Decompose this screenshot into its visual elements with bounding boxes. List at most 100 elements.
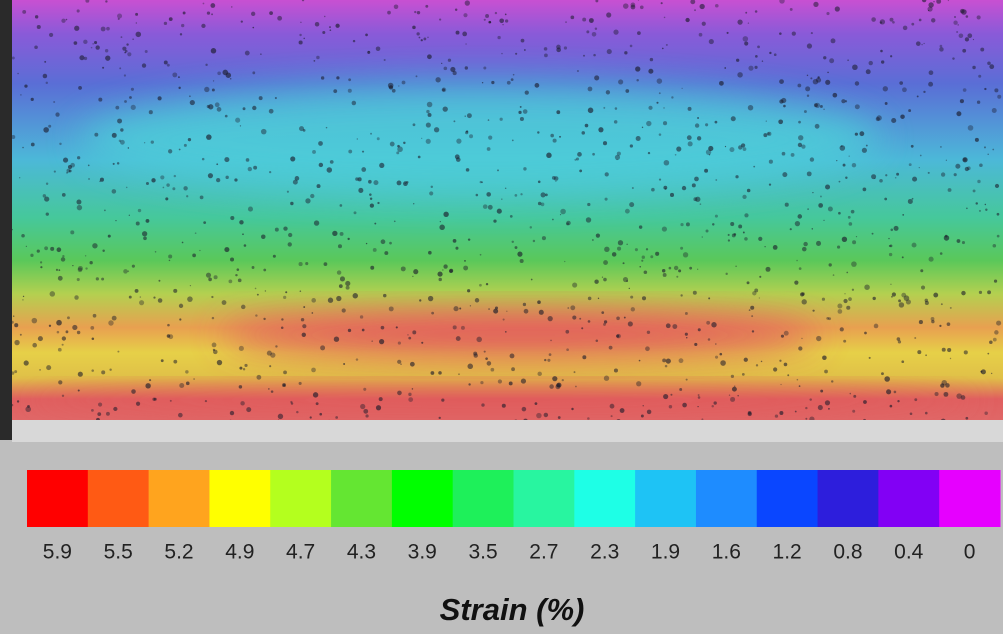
colorbar-label: 3.9 bbox=[408, 541, 437, 564]
speckle bbox=[819, 195, 822, 198]
speckle bbox=[875, 116, 880, 122]
speckle bbox=[741, 373, 745, 376]
speckle bbox=[116, 162, 120, 165]
speckle bbox=[53, 100, 56, 104]
speckle bbox=[556, 110, 561, 115]
speckle bbox=[575, 157, 579, 161]
speckle bbox=[847, 215, 851, 219]
speckle bbox=[504, 330, 507, 333]
speckle bbox=[194, 232, 197, 234]
speckle bbox=[573, 371, 576, 374]
speckle bbox=[823, 56, 827, 60]
speckle bbox=[676, 146, 682, 152]
speckle bbox=[844, 293, 846, 295]
speckle bbox=[124, 51, 126, 54]
speckle bbox=[61, 394, 65, 397]
speckle bbox=[369, 193, 372, 196]
speckle bbox=[889, 244, 893, 248]
speckle bbox=[73, 41, 78, 45]
speckle bbox=[172, 72, 178, 78]
colorbar-segment bbox=[209, 470, 271, 527]
speckle bbox=[50, 246, 55, 251]
speckle bbox=[794, 410, 797, 413]
speckle bbox=[801, 246, 807, 252]
speckle bbox=[704, 168, 709, 173]
speckle bbox=[464, 115, 466, 117]
speckle bbox=[44, 196, 50, 202]
axis-label: Strain (%) bbox=[440, 592, 585, 627]
speckle bbox=[965, 416, 969, 420]
speckle bbox=[256, 293, 259, 296]
speckle bbox=[181, 23, 185, 28]
speckle bbox=[104, 209, 106, 212]
speckle bbox=[309, 416, 312, 419]
speckle bbox=[540, 202, 545, 207]
speckle bbox=[587, 107, 594, 114]
speckle bbox=[179, 33, 183, 36]
speckle bbox=[193, 378, 195, 380]
speckle bbox=[65, 330, 69, 334]
speckle bbox=[679, 388, 683, 391]
speckle bbox=[947, 0, 950, 2]
speckle bbox=[144, 50, 148, 53]
speckle bbox=[269, 11, 273, 15]
speckle bbox=[72, 324, 78, 331]
speckle bbox=[648, 68, 654, 74]
speckle bbox=[695, 196, 701, 202]
speckle bbox=[66, 172, 68, 174]
speckle bbox=[152, 397, 156, 401]
speckle bbox=[669, 192, 675, 197]
speckle bbox=[185, 370, 189, 374]
speckle bbox=[465, 130, 469, 133]
speckle bbox=[917, 350, 922, 355]
speckle bbox=[298, 40, 303, 45]
speckle bbox=[826, 316, 830, 320]
speckle bbox=[430, 371, 435, 375]
speckle bbox=[731, 233, 736, 238]
colorbar-label: 4.9 bbox=[225, 541, 254, 564]
speckle bbox=[911, 197, 914, 200]
speckle bbox=[92, 243, 98, 249]
speckle bbox=[511, 367, 515, 372]
speckle bbox=[367, 50, 371, 54]
speckle bbox=[512, 73, 515, 76]
speckle bbox=[100, 26, 106, 32]
speckle bbox=[747, 411, 752, 417]
speckle bbox=[946, 322, 951, 326]
speckle bbox=[514, 246, 518, 249]
speckle bbox=[708, 39, 714, 45]
speckle bbox=[864, 284, 870, 290]
speckle bbox=[216, 107, 222, 112]
speckle bbox=[359, 315, 364, 319]
speckle bbox=[160, 175, 165, 180]
speckle bbox=[674, 153, 677, 156]
speckle bbox=[139, 300, 145, 306]
colorbar-segment bbox=[939, 470, 1001, 527]
speckle bbox=[414, 10, 417, 14]
speckle bbox=[269, 365, 272, 368]
speckle bbox=[443, 66, 448, 71]
speckle bbox=[758, 297, 760, 299]
speckle bbox=[626, 280, 629, 282]
speckle bbox=[27, 404, 30, 408]
speckle bbox=[34, 15, 39, 19]
speckle bbox=[663, 159, 670, 166]
colorbar-segment bbox=[513, 470, 575, 527]
speckle bbox=[715, 355, 719, 359]
speckle bbox=[275, 345, 278, 348]
speckle bbox=[975, 202, 978, 205]
speckle bbox=[742, 194, 747, 200]
speckle bbox=[211, 88, 215, 92]
speckle bbox=[594, 75, 600, 81]
speckle bbox=[39, 369, 41, 371]
speckle bbox=[441, 62, 443, 64]
speckle bbox=[544, 358, 547, 362]
speckle bbox=[426, 109, 430, 114]
speckle bbox=[649, 57, 654, 62]
speckle bbox=[996, 234, 1000, 238]
speckle bbox=[565, 21, 567, 23]
speckle bbox=[483, 18, 486, 21]
speckle bbox=[517, 251, 523, 257]
speckle bbox=[376, 137, 380, 141]
speckle bbox=[375, 46, 381, 52]
